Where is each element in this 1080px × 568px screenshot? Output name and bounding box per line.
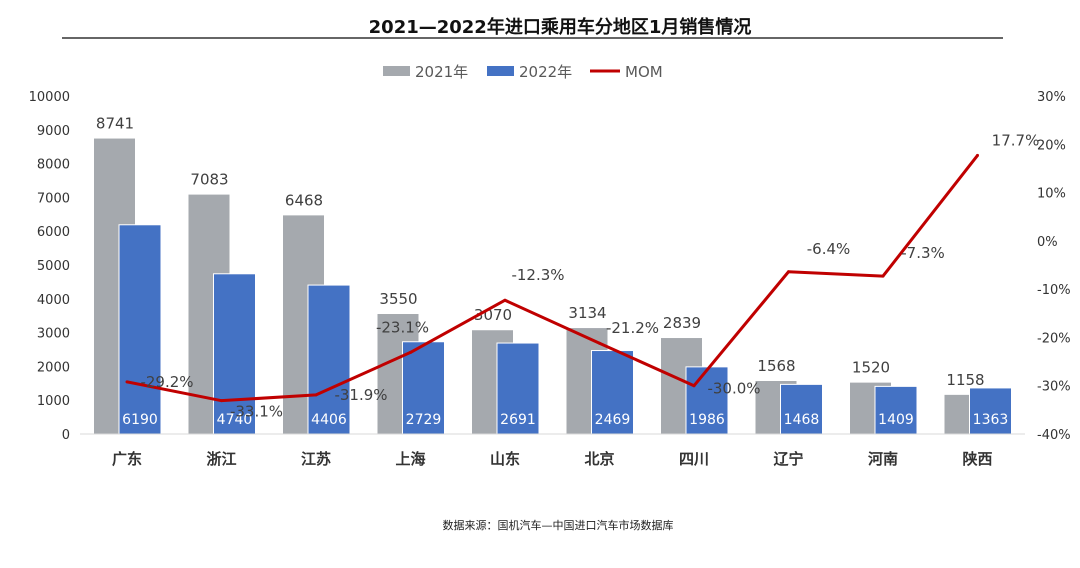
mom-label: -12.3%	[511, 266, 564, 284]
legend-label-2022: 2022年	[519, 63, 572, 81]
data-label-2021: 6468	[285, 191, 323, 209]
data-label-2022: 6190	[122, 412, 158, 428]
data-label-2021: 1520	[852, 359, 890, 377]
y-tick-label: 1000	[37, 394, 70, 409]
bar-2022	[118, 224, 162, 435]
mom-line-series: -29.2% -33.1% -31.9% -23.1% -12.3% -21.2% -30.…	[125, 131, 1040, 421]
data-label-2022: 1363	[973, 412, 1009, 428]
data-label-2021: 3134	[568, 304, 606, 322]
mom-point	[314, 393, 318, 397]
y-tick-label: 5000	[37, 259, 70, 274]
x-tick-label: 河南	[868, 450, 898, 468]
bar-2022	[874, 385, 918, 435]
legend-swatch-2022	[487, 66, 514, 76]
y2-tick-label: -10%	[1037, 283, 1071, 298]
mom-label: -31.9%	[334, 386, 387, 404]
x-tick-label: 陕西	[962, 450, 992, 468]
x-tick-label: 北京	[584, 450, 614, 468]
mom-label: -30.0%	[707, 380, 760, 398]
data-label-2022: 1409	[878, 412, 914, 428]
data-label-2022: 4406	[311, 412, 347, 428]
legend-label-mom: MOM	[625, 63, 663, 81]
data-label-2022: 2729	[406, 412, 442, 428]
data-label-2022: 2691	[500, 412, 536, 428]
mom-label: 17.7%	[992, 131, 1040, 149]
y-tick-label: 6000	[37, 225, 70, 240]
bar-2022	[969, 387, 1012, 435]
mom-label: -23.1%	[376, 318, 429, 336]
y2-tick-label: 30%	[1037, 90, 1066, 105]
y-tick-label: 2000	[37, 360, 70, 375]
mom-label: -29.2%	[140, 373, 193, 391]
y2-tick-label: 10%	[1037, 187, 1066, 202]
x-axis: 广东 浙江 江苏 上海 山东 北京 四川 辽宁 河南 陕西	[112, 450, 993, 468]
bar-2022	[780, 383, 823, 435]
y-tick-label: 8000	[37, 158, 70, 173]
y2-tick-label: -30%	[1037, 380, 1071, 395]
x-tick-label: 上海	[395, 450, 425, 468]
mom-label: -6.4%	[807, 240, 851, 258]
data-label-2021: 8741	[96, 115, 134, 133]
mom-label: -7.3%	[901, 244, 945, 262]
mom-point	[598, 341, 601, 345]
y-axis-left: 0 1000 2000 3000 4000 5000 6000 7000 8000 9000 100…	[29, 90, 70, 443]
chart-title: 2021—2022年进口乘用车分地区1月销售情况	[369, 16, 752, 38]
bar-2022	[591, 350, 634, 435]
bar-2022	[402, 341, 445, 435]
x-tick-label: 四川	[679, 450, 709, 468]
data-label-2021: 7083	[190, 171, 228, 189]
y-tick-label: 9000	[37, 124, 70, 139]
mom-point	[976, 153, 979, 157]
data-label-2022: 1468	[784, 412, 820, 428]
y2-tick-label: 0%	[1037, 235, 1058, 250]
y2-tick-label: -20%	[1037, 331, 1071, 346]
data-label-2022: 1986	[689, 412, 725, 428]
y2-tick-label: 20%	[1037, 138, 1066, 153]
y-axis-right: -40% -30% -20% -10% 0% 10% 20% 30%	[1037, 90, 1071, 443]
y2-tick-label: -40%	[1037, 428, 1071, 443]
data-label-2021: 1158	[946, 371, 984, 389]
mom-point	[503, 298, 507, 302]
x-tick-label: 广东	[112, 450, 142, 468]
x-tick-label: 辽宁	[773, 450, 803, 468]
mom-point	[125, 380, 129, 384]
x-tick-label: 浙江	[206, 450, 236, 468]
legend-swatch-2021	[383, 66, 410, 76]
x-tick-label: 江苏	[301, 450, 331, 468]
mom-point	[692, 384, 696, 388]
mom-line	[126, 154, 979, 403]
y-tick-label: 3000	[37, 327, 70, 342]
mom-point	[787, 270, 790, 274]
legend: 2021年 2022年 MOM	[383, 63, 663, 81]
bar-2022	[685, 366, 729, 435]
y-tick-label: 4000	[37, 293, 70, 308]
source-note: 数据来源：国机汽车—中国进口汽车市场数据库	[443, 518, 674, 532]
mom-point	[881, 274, 885, 278]
legend-label-2021: 2021年	[415, 63, 468, 81]
x-tick-label: 山东	[490, 450, 520, 468]
data-label-2021: 1568	[757, 357, 795, 375]
data-label-2022: 2469	[595, 412, 631, 428]
y-tick-label: 7000	[37, 191, 70, 206]
mom-label: -21.2%	[606, 319, 659, 337]
data-label-2021: 3550	[379, 290, 417, 308]
mom-point	[409, 350, 412, 354]
mom-label: -33.1%	[230, 403, 283, 421]
data-label-2022: 4740	[217, 412, 253, 428]
data-label-2021: 2839	[663, 314, 701, 332]
bar-2022	[496, 342, 540, 435]
mom-point	[220, 399, 223, 403]
y-tick-label: 10000	[29, 90, 70, 105]
y-tick-label: 0	[62, 428, 70, 443]
bar-2022	[213, 273, 256, 435]
